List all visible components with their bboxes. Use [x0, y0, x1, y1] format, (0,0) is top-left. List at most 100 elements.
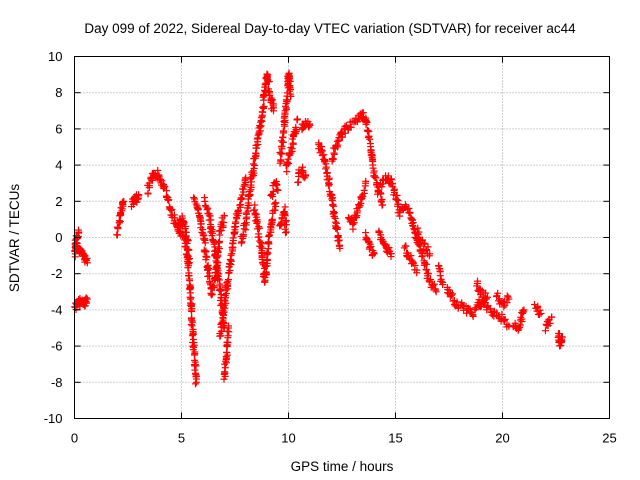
data-point: [363, 126, 371, 134]
data-point: [514, 326, 522, 334]
data-point: [336, 244, 344, 252]
y-axis-label: SDTVAR / TECUs: [7, 184, 22, 293]
data-point: [202, 256, 210, 264]
data-point: [245, 201, 253, 209]
x-tick-label: 5: [178, 431, 185, 446]
data-point: [192, 378, 200, 386]
data-point: [215, 245, 223, 253]
data-point: [229, 237, 237, 245]
data-point: [334, 141, 342, 149]
data-point: [420, 239, 428, 247]
data-point: [362, 179, 370, 187]
data-point: [224, 277, 232, 285]
data-point: [293, 116, 301, 124]
data-point: [221, 294, 229, 302]
data-point: [273, 181, 281, 189]
data-point: [274, 186, 282, 194]
scatter-points: [71, 69, 566, 388]
data-point: [257, 118, 265, 126]
data-point: [377, 197, 385, 205]
data-point: [206, 277, 214, 285]
data-point: [369, 158, 377, 166]
data-point: [223, 279, 231, 287]
y-axis-ticks: -10 -8 -6 -4 -2 0 2 4 6 8 10: [44, 49, 610, 426]
data-point: [113, 231, 121, 239]
data-point: [188, 307, 196, 315]
data-point: [255, 224, 263, 232]
data-point: [334, 237, 342, 245]
data-point: [283, 168, 291, 176]
data-point: [145, 184, 153, 192]
data-point: [389, 180, 397, 188]
data-point: [350, 219, 358, 227]
data-point: [423, 266, 431, 274]
data-point: [333, 225, 341, 233]
data-point: [315, 139, 323, 147]
data-point: [220, 212, 228, 220]
data-point: [263, 248, 271, 256]
data-point: [227, 251, 235, 259]
y-tick-label: -6: [51, 339, 63, 354]
data-point: [214, 275, 222, 283]
y-tick-label: -8: [51, 375, 63, 390]
data-point: [158, 177, 166, 185]
data-point: [375, 227, 383, 235]
x-tick-label: 10: [281, 431, 295, 446]
data-point: [318, 147, 326, 155]
data-point: [410, 225, 418, 233]
y-tick-label: -4: [51, 302, 63, 317]
data-point: [426, 250, 434, 258]
data-point: [191, 366, 199, 374]
data-point: [184, 264, 192, 272]
data-point: [187, 315, 195, 323]
data-point: [246, 187, 254, 195]
data-point: [387, 250, 395, 258]
data-point: [418, 253, 426, 261]
data-point: [167, 207, 175, 215]
data-point: [188, 332, 196, 340]
data-point: [227, 257, 235, 265]
data-point: [437, 277, 445, 285]
data-point: [369, 164, 377, 172]
data-point: [263, 72, 271, 80]
x-axis-label: GPS time / hours: [291, 459, 394, 474]
data-point: [281, 203, 289, 211]
data-point: [186, 255, 194, 263]
data-point: [120, 197, 128, 205]
data-point: [192, 200, 200, 208]
data-point: [409, 258, 417, 266]
data-point: [287, 149, 295, 157]
data-point: [82, 256, 90, 264]
data-point: [370, 250, 378, 258]
x-tick-label: 20: [495, 431, 509, 446]
y-tick-label: 10: [48, 49, 62, 64]
data-point: [232, 218, 240, 226]
data-point: [208, 290, 216, 298]
y-tick-label: 6: [55, 121, 62, 136]
data-point: [191, 350, 199, 358]
data-point: [248, 170, 256, 178]
y-tick-label: 4: [55, 158, 62, 173]
y-tick-label: -10: [44, 411, 63, 426]
data-point: [362, 119, 370, 127]
x-tick-label: 0: [71, 431, 78, 446]
data-point: [413, 266, 421, 274]
data-point: [281, 212, 289, 220]
data-point: [118, 207, 126, 215]
data-point: [406, 209, 414, 217]
data-point: [242, 174, 250, 182]
data-point: [83, 295, 91, 303]
data-point: [241, 177, 249, 185]
data-point: [483, 295, 491, 303]
data-point: [306, 121, 314, 129]
data-point: [205, 265, 213, 273]
data-point: [255, 233, 263, 241]
data-point: [268, 217, 276, 225]
data-point: [367, 243, 375, 251]
data-point: [240, 231, 248, 239]
data-point: [447, 291, 455, 299]
data-point: [83, 259, 91, 267]
data-point: [190, 343, 198, 351]
